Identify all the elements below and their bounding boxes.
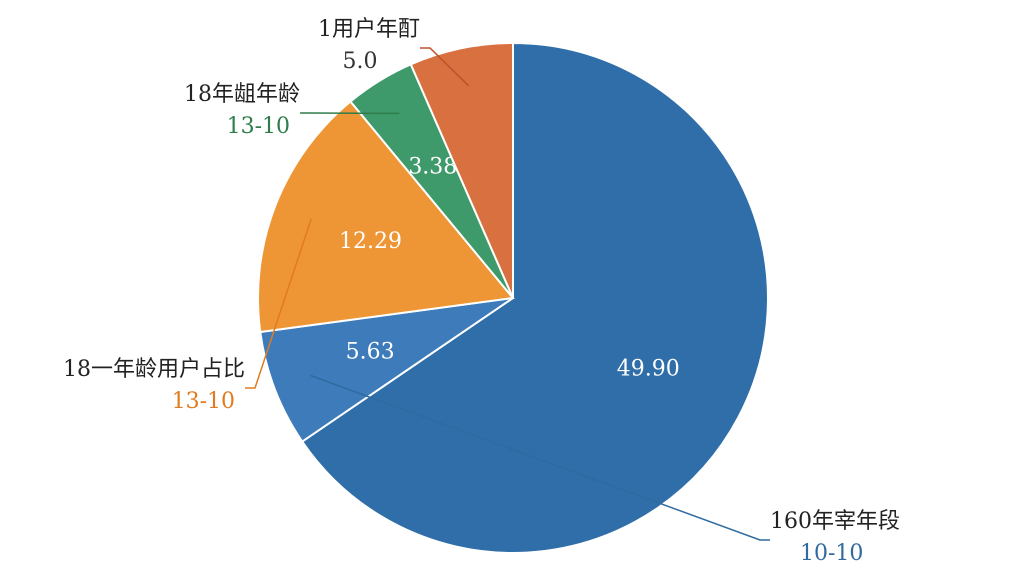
category-label: 18年龃年龄 [184,82,300,107]
pie-slice [259,297,514,443]
category-label: 1用户年酊 [318,17,420,42]
value-label: 49.90 [617,357,680,382]
leader-line [420,47,470,87]
category-label: 160年宰年段 [770,509,900,534]
value-label: 5.0 [343,49,378,74]
leader-line [245,218,312,389]
value-label: 5.63 [346,340,395,365]
pie-slice [300,41,769,554]
category-label: 18一年龄用户占比 [63,357,245,382]
sub-label: 13-10 [172,389,235,414]
leader-line [310,374,770,541]
sub-label: 10-10 [800,541,863,566]
value-label: 3.38 [408,155,457,180]
pie-slice [409,41,514,299]
pie-slice [257,100,515,334]
value-label: 12.29 [339,229,402,254]
sub-label: 13-10 [227,114,290,139]
